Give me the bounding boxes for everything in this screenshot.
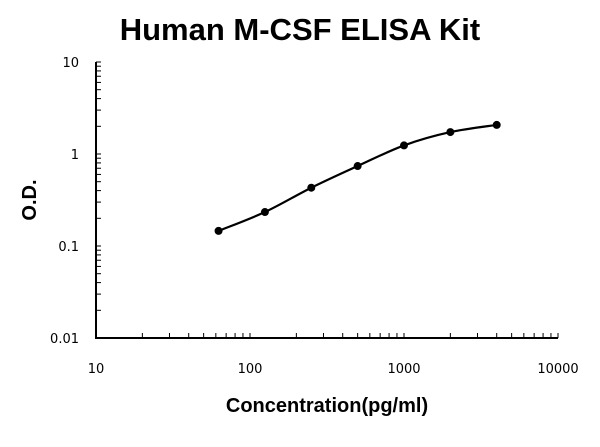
- y-tick-label: 1: [71, 148, 79, 163]
- standard-curve-line: [218, 123, 497, 232]
- tick-labels: 0.01 0.1 1 10 10 100 1000 10000: [50, 56, 579, 377]
- y-axis-title: O.D.: [19, 179, 41, 220]
- data-point-marker: [400, 141, 408, 150]
- data-point-marker: [353, 162, 362, 171]
- data-point-marker: [260, 208, 269, 217]
- y-tick-label: 10: [62, 56, 79, 71]
- y-tick-label: 0.1: [58, 240, 79, 255]
- data-point-marker: [214, 226, 223, 235]
- data-point-marker: [446, 128, 455, 137]
- x-axis-title: Concentration(pg/ml): [226, 395, 428, 417]
- tick-marks: [95, 61, 559, 339]
- x-tick-label: 10: [88, 362, 105, 377]
- x-tick-label: 100: [238, 362, 263, 377]
- data-point-marker: [307, 183, 316, 192]
- data-series: [214, 120, 501, 235]
- data-point-marker: [492, 120, 501, 129]
- y-tick-label: 0.01: [50, 332, 79, 347]
- chart-title: Human M-CSF ELISA Kit: [119, 12, 481, 47]
- x-tick-label: 1000: [387, 362, 420, 377]
- axes: [95, 62, 558, 339]
- x-tick-label: 10000: [537, 362, 578, 377]
